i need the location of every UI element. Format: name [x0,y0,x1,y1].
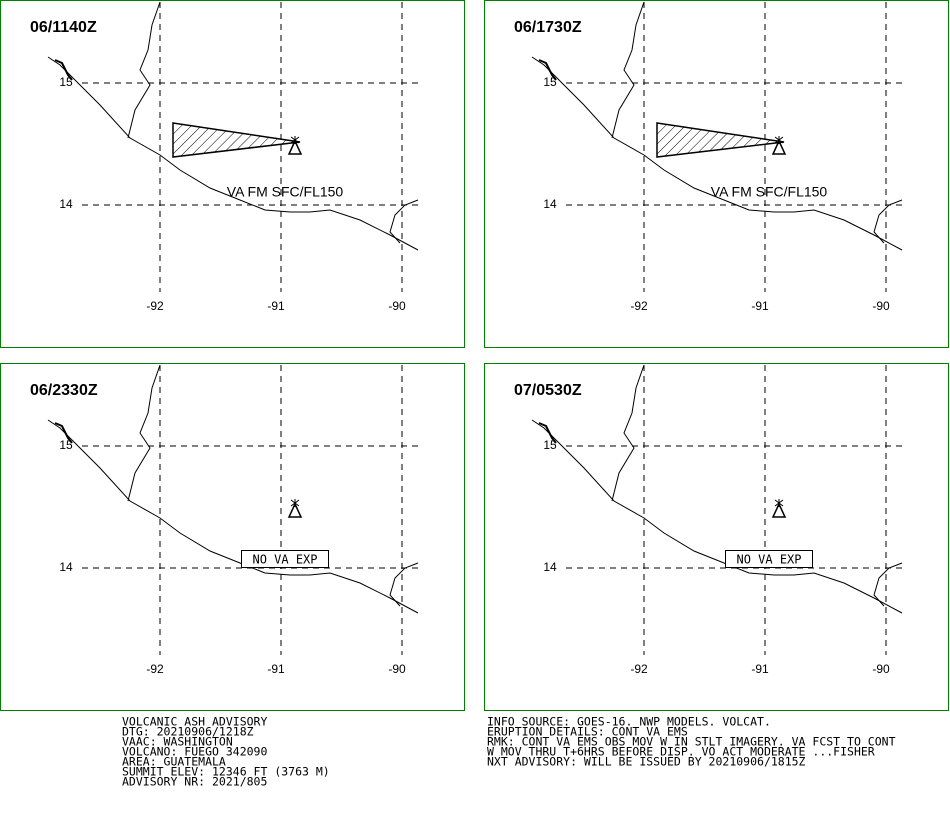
coastline-detail [538,422,557,444]
advisory-line: RMK: CONT VA EMS OBS MOV W IN STLT IMAGE… [487,735,896,749]
advisory-line: INFO SOURCE: GOES-16. NWP MODELS. VOLCAT… [487,715,771,729]
volcano-plume [290,499,300,507]
ash-annotation: VA FM SFC/FL150 [227,184,344,200]
advisory-line: SUMMIT ELEV: 12346 FT (3763 M) [122,765,330,779]
volcano-plume [774,499,784,507]
latitude-label: 14 [543,197,557,211]
border [127,1,161,139]
advisory-line: VOLCANIC ASH ADVISORY [122,715,267,729]
latitude-label: 14 [543,560,557,574]
volcano-symbol [771,139,787,155]
map-panel: -92 -91 -90 15 14 06/1140Z VA FM SFC/FL150 [0,0,465,348]
longitude-label: -91 [751,662,769,676]
panel-time: 06/1140Z [30,19,97,36]
ash-annotation: NO VA EXP [252,553,317,567]
map-panel: -92 -91 -90 15 14 06/1730Z VA FM SFC/FL150 [484,0,949,348]
panel-frame [0,0,465,348]
latitude-label: 14 [59,560,73,574]
panel-time: 06/1730Z [514,19,582,36]
map-panel: -92 -91 -90 15 14 06/2330Z NO VA EXP [0,363,465,711]
longitude-label: -92 [146,662,164,676]
panel-frame [484,0,949,348]
coastline-detail [54,59,73,81]
longitude-label: -91 [267,299,285,313]
longitude-label: -90 [872,299,890,313]
panel-time: 07/0530Z [514,382,582,399]
longitude-label: -90 [872,662,890,676]
ash-annotation: NO VA EXP [736,553,801,567]
advisory-line: AREA: GUATEMALA [122,755,226,769]
ash-annotation: VA FM SFC/FL150 [711,184,828,200]
panel-frame [0,363,465,711]
coastline [47,56,419,251]
advisory-line: VAAC: WASHINGTON [122,735,233,749]
annotation-box [725,550,813,568]
latitude-label: 15 [543,438,557,452]
border [611,364,645,502]
advisory-line: VOLCANO: FUEGO 342090 [122,745,267,759]
border [389,199,419,244]
latitude-label: 15 [59,75,73,89]
advisory-line: W MOV THRU T+6HRS BEFORE DISP. VO ACT MO… [487,745,875,759]
advisory-line: NXT ADVISORY: WILL BE ISSUED BY 20210906… [487,755,806,769]
panel-time: 06/2330Z [30,382,98,399]
longitude-label: -90 [388,662,406,676]
coastline [531,419,903,614]
border [389,562,419,607]
annotation-box [241,550,329,568]
longitude-label: -92 [146,299,164,313]
border [873,562,903,607]
longitude-label: -92 [630,299,648,313]
longitude-label: -91 [267,662,285,676]
advisory-line: ADVISORY NR: 2021/805 [122,775,267,789]
volcano-symbol [287,502,303,518]
longitude-label: -91 [751,299,769,313]
latitude-label: 15 [543,75,557,89]
longitude-label: -90 [388,299,406,313]
map-panel: -92 -91 -90 15 14 07/0530Z NO VA EXP [484,363,949,711]
border [873,199,903,244]
volcano-symbol [771,502,787,518]
advisory-line: ERUPTION DETAILS: CONT VA EMS [487,725,688,739]
ash-area [172,122,301,158]
latitude-label: 14 [59,197,73,211]
longitude-label: -92 [630,662,648,676]
border [611,1,645,139]
panel-frame [484,363,949,711]
border [127,364,161,502]
coastline-detail [54,422,73,444]
ash-area [656,122,785,158]
volcano-symbol [287,139,303,155]
coastline-detail [538,59,557,81]
coastline [47,419,419,614]
coastline [531,56,903,251]
advisory-line: DTG: 20210906/1218Z [122,725,254,739]
latitude-label: 15 [59,438,73,452]
